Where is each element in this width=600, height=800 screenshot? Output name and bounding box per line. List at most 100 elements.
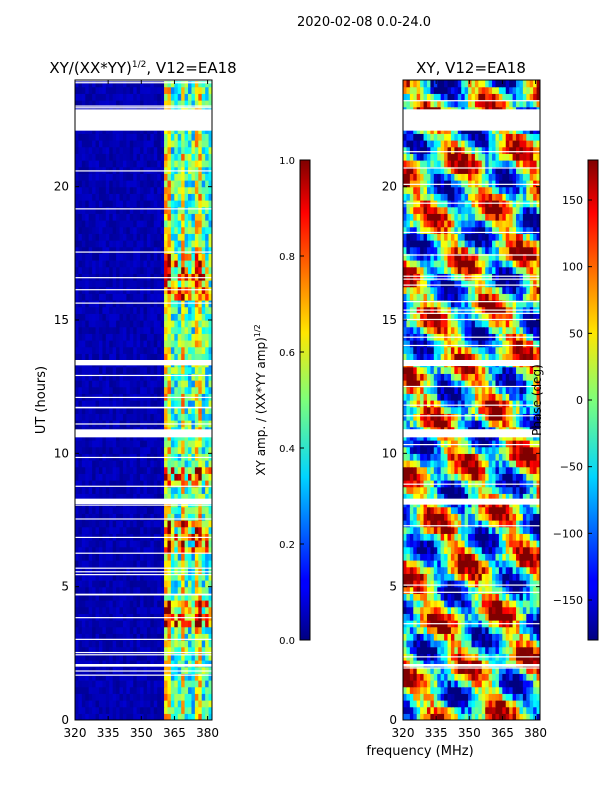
heatmap-cell [92, 253, 97, 261]
heatmap-cell [492, 580, 497, 588]
heatmap-cell [198, 640, 203, 648]
heatmap-cell [146, 346, 151, 354]
heatmap-cell [481, 713, 486, 720]
heatmap-cell [98, 160, 103, 168]
heatmap-cell [150, 640, 155, 648]
heatmap-cell [112, 213, 117, 221]
heatmap-cell [92, 526, 97, 534]
heatmap-cell [188, 553, 193, 561]
heatmap-cell [423, 560, 428, 568]
heatmap-cell [478, 566, 483, 574]
heatmap-cell [112, 260, 117, 268]
heatmap-cell [526, 600, 531, 608]
heatmap-cell [105, 233, 110, 241]
heatmap-cell [133, 520, 138, 528]
heatmap-cell [129, 440, 134, 448]
heatmap-cell [88, 646, 93, 654]
heatmap-cell [98, 553, 103, 561]
heatmap-cell [416, 660, 421, 668]
heatmap-cell [188, 706, 193, 714]
heatmap-cell [98, 506, 103, 514]
heatmap-cell [191, 153, 196, 161]
heatmap-cell [495, 640, 500, 648]
heatmap-cell [109, 406, 114, 414]
heatmap-cell [95, 160, 100, 168]
heatmap-cell [430, 546, 435, 554]
heatmap-cell [102, 520, 107, 528]
heatmap-cell [519, 626, 524, 634]
heatmap-cell [129, 466, 134, 474]
heatmap-cell [177, 626, 182, 634]
heatmap-cell [433, 560, 438, 568]
heatmap-cell [205, 513, 210, 521]
heatmap-cell [75, 193, 80, 201]
heatmap-cell [81, 446, 86, 454]
heatmap-cell [177, 653, 182, 661]
heatmap-cell [129, 580, 134, 588]
heatmap-cell [160, 486, 165, 494]
heatmap-cell [133, 673, 138, 681]
heatmap-cell [81, 526, 86, 534]
heatmap-cell [447, 646, 452, 654]
heatmap-cell [201, 266, 206, 274]
heatmap-cell [150, 486, 155, 494]
heatmap-cell [492, 666, 497, 674]
heatmap-cell [461, 640, 466, 648]
heatmap-cell [75, 93, 80, 101]
heatmap-cell [184, 586, 189, 594]
heatmap-cell [205, 520, 210, 528]
heatmap-cell [150, 526, 155, 534]
heatmap-cell [102, 440, 107, 448]
heatmap-cell [409, 700, 414, 708]
heatmap-cell [126, 373, 131, 381]
heatmap-cell [136, 466, 141, 474]
heatmap-cell [109, 553, 114, 561]
amplitude-panel-title: XY/(XX*YY)1/2, V12=EA18 [49, 59, 236, 77]
heatmap-cell [140, 480, 145, 488]
heatmap-cell [433, 706, 438, 714]
heatmap-cell [95, 193, 100, 201]
heatmap-cell [146, 580, 151, 588]
heatmap-cell [164, 180, 169, 188]
heatmap-cell [205, 386, 210, 394]
heatmap-cell [498, 646, 503, 654]
heatmap-cell [167, 520, 172, 528]
heatmap-cell [170, 206, 175, 214]
heatmap-cell [146, 240, 151, 248]
heatmap-cell [208, 546, 212, 554]
heatmap-cell [177, 620, 182, 628]
heatmap-cell [177, 293, 182, 301]
heatmap-cell [184, 673, 189, 681]
heatmap-cell [150, 346, 155, 354]
heatmap-cell [143, 153, 148, 161]
heatmap-cell [184, 413, 189, 421]
heatmap-cell [95, 146, 100, 154]
heatmap-cell [88, 553, 93, 561]
heatmap-cell [75, 540, 80, 548]
heatmap-cell [85, 353, 90, 361]
heatmap-cell [85, 180, 90, 188]
heatmap-cell [116, 373, 121, 381]
heatmap-cell [208, 160, 212, 168]
heatmap-cell [464, 713, 469, 720]
heatmap-cell [143, 646, 148, 654]
heatmap-cell [146, 93, 151, 101]
heatmap-cell [198, 326, 203, 334]
heatmap-cell [174, 600, 179, 608]
heatmap-cell [150, 673, 155, 681]
heatmap-cell [92, 200, 97, 208]
heatmap-cell [140, 626, 145, 634]
heatmap-cell [481, 613, 486, 621]
heatmap-cell [167, 593, 172, 601]
heatmap-cell [191, 700, 196, 708]
heatmap-cell [92, 206, 97, 214]
heatmap-cell [492, 553, 497, 561]
heatmap-cell [536, 713, 540, 720]
heatmap-cell [102, 206, 107, 214]
heatmap-cell [126, 573, 131, 581]
heatmap-cell [92, 460, 97, 468]
heatmap-cell [95, 273, 100, 281]
heatmap-cell [430, 626, 435, 634]
heatmap-cell [191, 560, 196, 568]
heatmap-cell [126, 413, 131, 421]
